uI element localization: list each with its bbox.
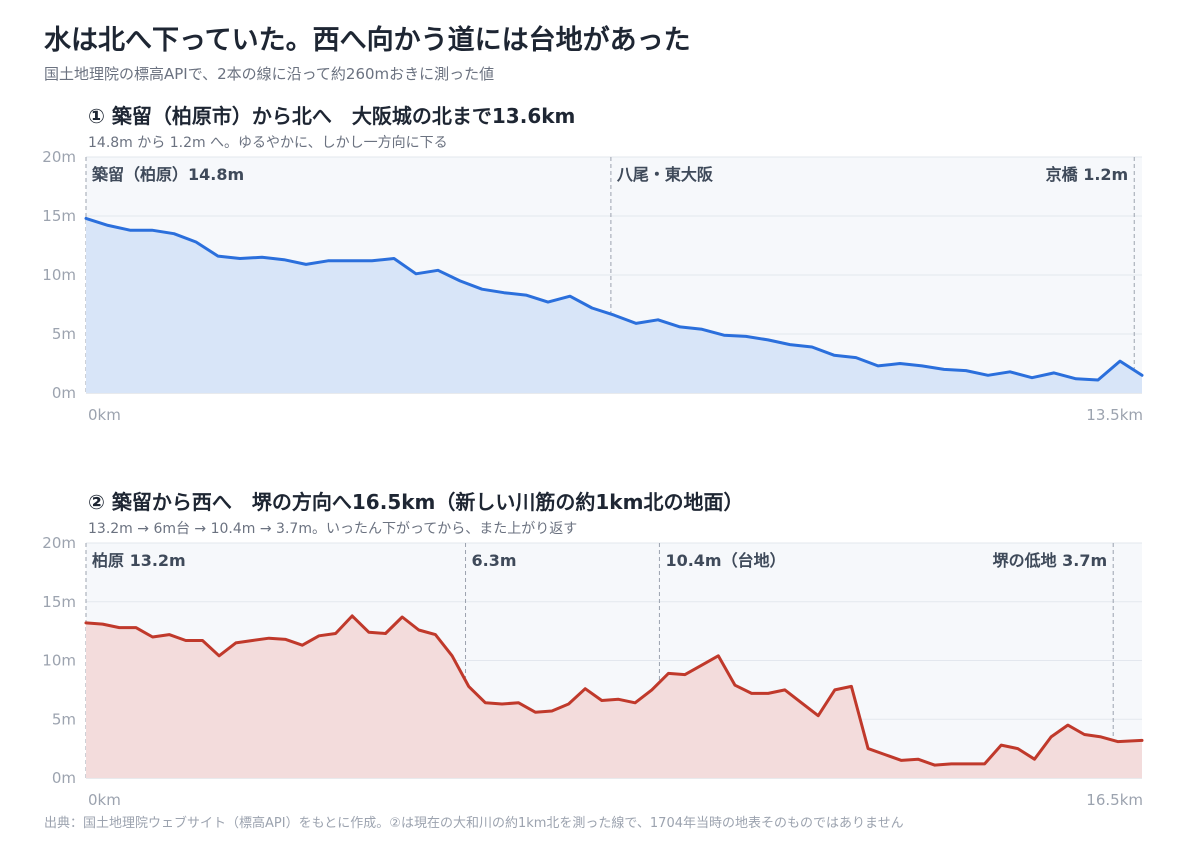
chart1-x-tick-label: 13.5km [1086,406,1143,424]
chart1-annotation-label: 八尾・東大阪 [616,165,714,184]
chart1-y-tick-label: 10m [42,266,76,284]
chart2-title: ② 築留から西へ 堺の方向へ16.5km（新しい川筋の約1km北の地面） [88,490,744,514]
chart1-y-tick-label: 15m [42,207,76,225]
page-subtitle: 国土地理院の標高APIで、2本の線に沿って約260mおきに測った値 [44,65,495,83]
chart1-y-tick-label: 0m [52,384,76,402]
chart2-subtitle: 13.2m → 6m台 → 10.4m → 3.7m。いったん下がってから、また… [88,521,578,537]
footer-source: 出典：国土地理院ウェブサイト（標高API）をもとに作成。②は現在の大和川の約1k… [44,816,904,831]
chart1-subtitle: 14.8m から 1.2m へ。ゆるやかに、しかし一方向に下る [88,135,448,151]
chart1-x-tick-label: 0km [88,406,121,424]
chart1-annotation-label: 京橋 1.2m [1046,165,1129,184]
chart1-y-tick-label: 5m [52,325,76,343]
chart1-y-tick-label: 20m [42,148,76,166]
page-title: 水は北へ下っていた。西へ向かう道には台地があった [44,25,691,56]
chart1-annotation-label: 築留（柏原）14.8m [91,165,244,184]
chart1-title: ① 築留（柏原市）から北へ 大阪城の北まで13.6km [88,104,576,128]
